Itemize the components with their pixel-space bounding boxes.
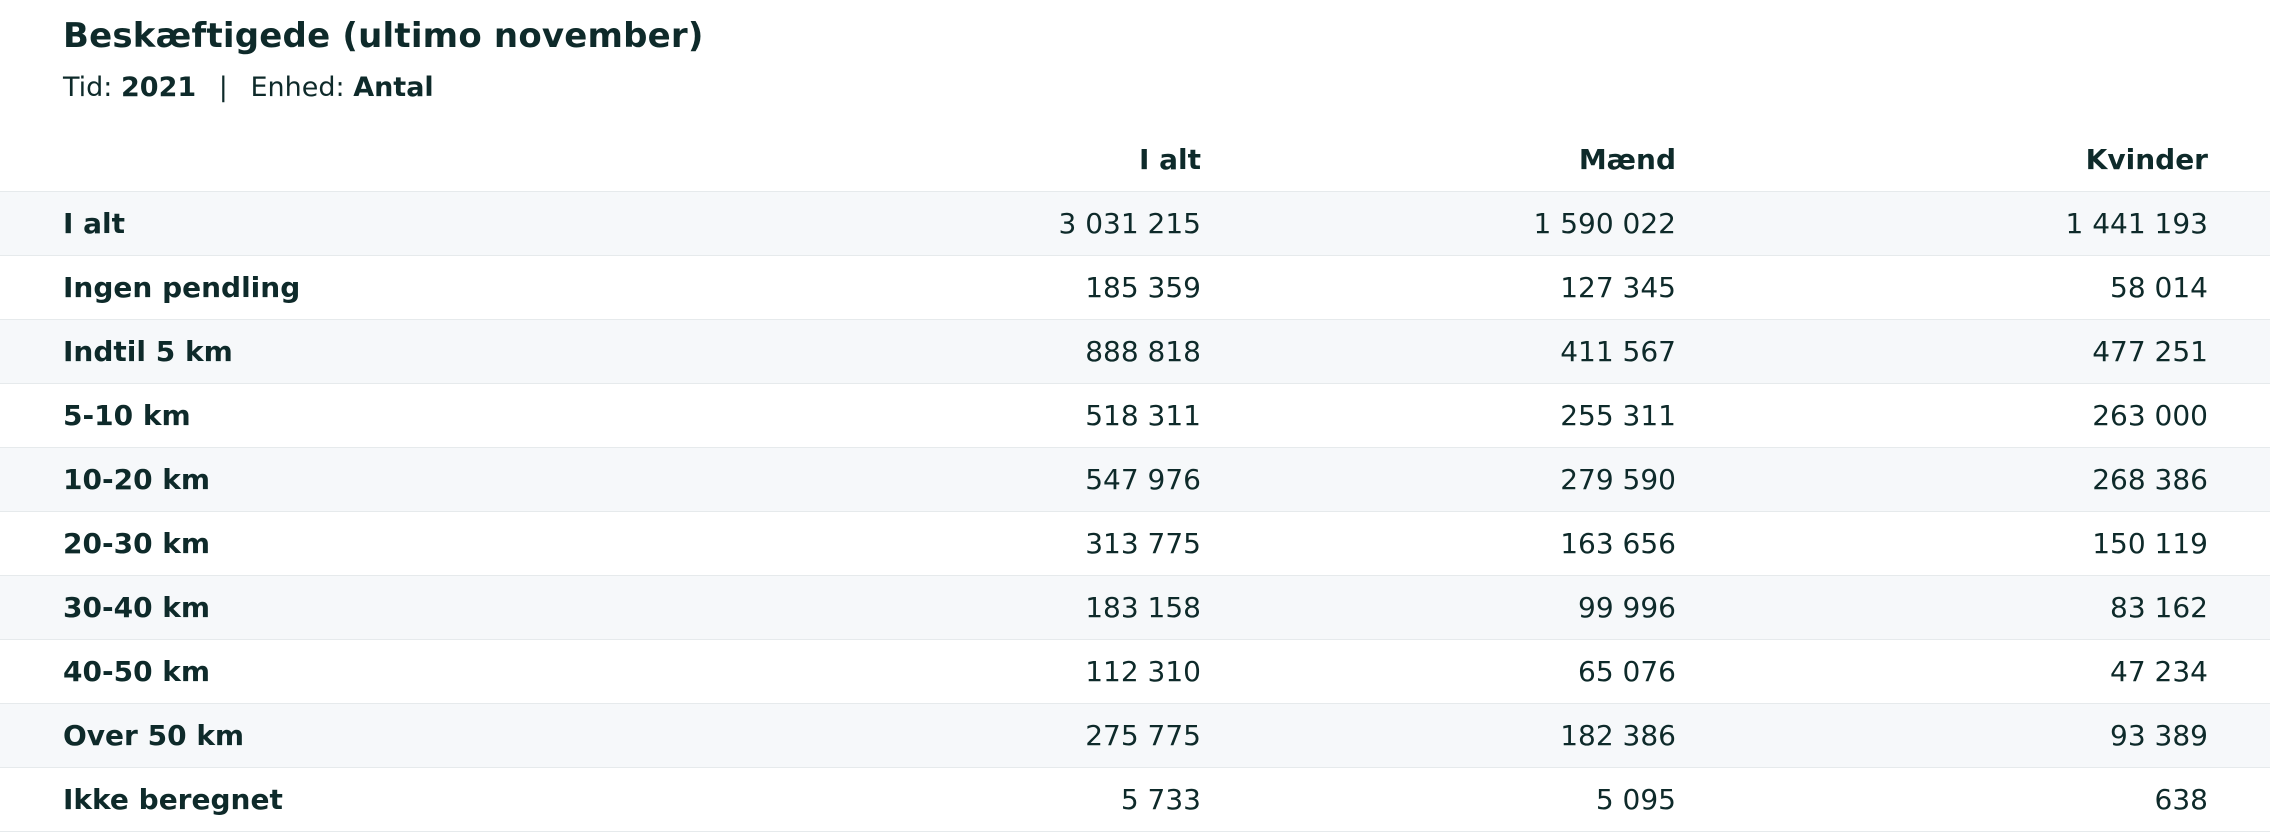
row-label: 20-30 km — [0, 511, 1000, 576]
value-men: 279 590 — [1201, 447, 1676, 512]
value-men: 163 656 — [1201, 511, 1676, 576]
value-women: 58 014 — [1676, 255, 2208, 320]
row-label: I alt — [0, 191, 1000, 256]
value-women: 268 386 — [1676, 447, 2208, 512]
value-men: 255 311 — [1201, 383, 1676, 448]
table-row: Ingen pendling 185 359 127 345 58 014 — [0, 255, 2270, 320]
row-label: Over 50 km — [0, 703, 1000, 768]
value-total: 185 359 — [1000, 255, 1201, 320]
value-men: 182 386 — [1201, 703, 1676, 768]
row-label: 30-40 km — [0, 575, 1000, 640]
value-women: 83 162 — [1676, 575, 2208, 640]
value-men: 5 095 — [1201, 767, 1676, 832]
row-label: Ingen pendling — [0, 255, 1000, 320]
value-women: 263 000 — [1676, 383, 2208, 448]
value-men: 411 567 — [1201, 319, 1676, 384]
table-body: I alt 3 031 215 1 590 022 1 441 193 Ingen pe… — [0, 191, 2270, 832]
column-header-men: Mænd — [1201, 128, 1676, 192]
row-spacer-cell — [2208, 319, 2270, 384]
table-row: 40-50 km 112 310 65 076 47 234 — [0, 639, 2270, 704]
meta-separator: | — [218, 72, 228, 103]
row-spacer-cell — [2208, 639, 2270, 704]
row-label: Indtil 5 km — [0, 319, 1000, 384]
header-spacer-cell — [2208, 128, 2270, 192]
value-total: 313 775 — [1000, 511, 1201, 576]
row-label: 5-10 km — [0, 383, 1000, 448]
value-men: 127 345 — [1201, 255, 1676, 320]
value-women: 93 389 — [1676, 703, 2208, 768]
value-men: 99 996 — [1201, 575, 1676, 640]
table-title: Beskæftigede (ultimo november) — [63, 16, 704, 56]
table-row: I alt 3 031 215 1 590 022 1 441 193 — [0, 191, 2270, 256]
value-total: 3 031 215 — [1000, 191, 1201, 256]
row-spacer-cell — [2208, 383, 2270, 448]
table-row: 30-40 km 183 158 99 996 83 162 — [0, 575, 2270, 640]
row-spacer-cell — [2208, 255, 2270, 320]
row-spacer-cell — [2208, 703, 2270, 768]
column-header-women: Kvinder — [1676, 128, 2208, 192]
table-row: 5-10 km 518 311 255 311 263 000 — [0, 383, 2270, 448]
value-total: 5 733 — [1000, 767, 1201, 832]
table-row: 20-30 km 313 775 163 656 150 119 — [0, 511, 2270, 576]
value-women: 150 119 — [1676, 511, 2208, 576]
value-total: 275 775 — [1000, 703, 1201, 768]
data-table: I alt Mænd Kvinder I alt 3 031 215 1 590 0… — [0, 128, 2270, 832]
column-header-total: I alt — [1000, 128, 1201, 192]
row-label: Ikke beregnet — [0, 767, 1000, 832]
row-label: 40-50 km — [0, 639, 1000, 704]
value-women: 47 234 — [1676, 639, 2208, 704]
value-total: 518 311 — [1000, 383, 1201, 448]
row-label: 10-20 km — [0, 447, 1000, 512]
row-spacer-cell — [2208, 575, 2270, 640]
value-women: 477 251 — [1676, 319, 2208, 384]
table-row: Indtil 5 km 888 818 411 567 477 251 — [0, 319, 2270, 384]
value-total: 547 976 — [1000, 447, 1201, 512]
table-row: Over 50 km 275 775 182 386 93 389 — [0, 703, 2270, 768]
time-label: Tid: — [63, 72, 113, 103]
row-spacer-cell — [2208, 767, 2270, 832]
table-meta: Tid: 2021 | Enhed: Antal — [63, 66, 434, 110]
value-men: 1 590 022 — [1201, 191, 1676, 256]
time-value: 2021 — [121, 72, 197, 103]
table-header-row: I alt Mænd Kvinder — [0, 128, 2270, 192]
row-spacer-cell — [2208, 447, 2270, 512]
value-total: 112 310 — [1000, 639, 1201, 704]
row-spacer-cell — [2208, 511, 2270, 576]
table-row: 10-20 km 547 976 279 590 268 386 — [0, 447, 2270, 512]
header-empty-cell — [0, 128, 1000, 192]
row-spacer-cell — [2208, 191, 2270, 256]
table-row: Ikke beregnet 5 733 5 095 638 — [0, 767, 2270, 832]
unit-value: Antal — [353, 72, 434, 103]
value-women: 1 441 193 — [1676, 191, 2208, 256]
value-women: 638 — [1676, 767, 2208, 832]
value-total: 888 818 — [1000, 319, 1201, 384]
value-men: 65 076 — [1201, 639, 1676, 704]
unit-label: Enhed: — [250, 72, 345, 103]
value-total: 183 158 — [1000, 575, 1201, 640]
